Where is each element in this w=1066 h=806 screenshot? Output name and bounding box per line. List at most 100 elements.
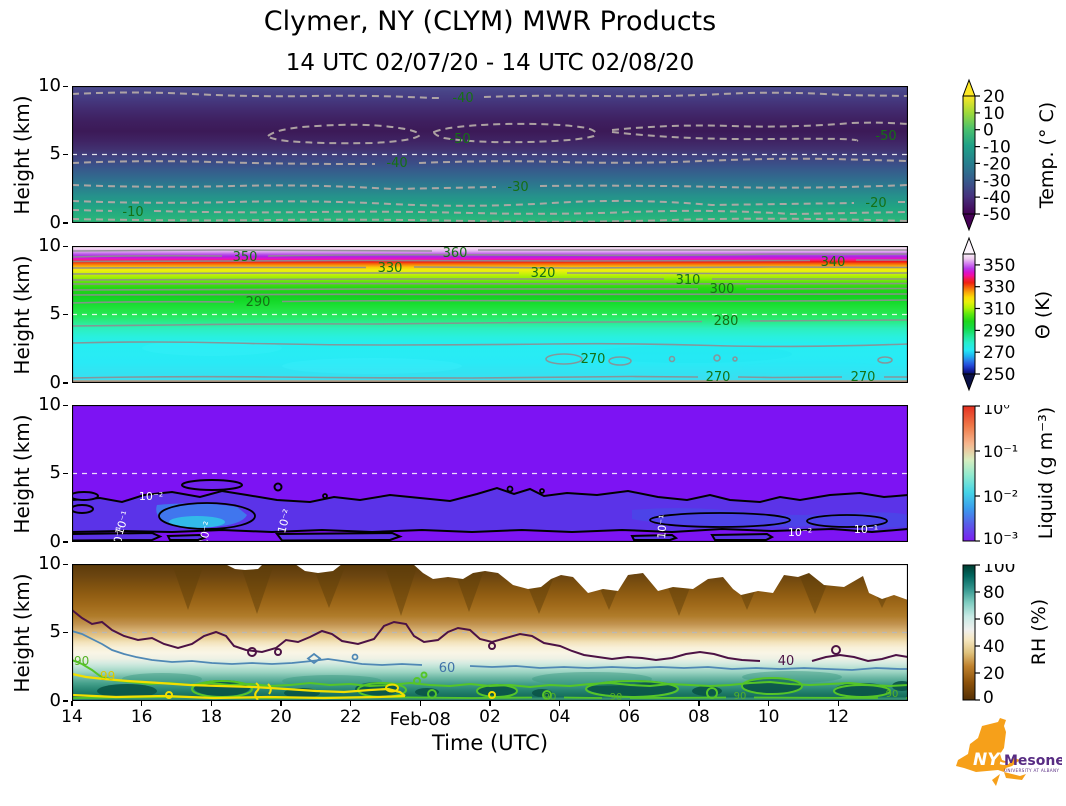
svg-text:90: 90 — [886, 689, 899, 700]
x-tick-label-date: Feb-08 — [389, 709, 451, 730]
rh-panel: 90 99 60 40 90 90 90 90 — [72, 564, 908, 701]
y-tick-mark — [63, 472, 68, 475]
x-tick-mark — [489, 701, 491, 706]
svg-text:10⁻¹: 10⁻¹ — [110, 525, 127, 542]
svg-text:90: 90 — [74, 654, 89, 668]
y-tick-label: 10 — [38, 553, 61, 574]
x-tick-mark — [698, 701, 700, 706]
svg-text:310: 310 — [676, 273, 701, 288]
colorbar-arrow-down — [962, 373, 976, 392]
svg-text:-10: -10 — [122, 205, 143, 220]
y-tick-mark — [63, 404, 68, 406]
logo-mesonet-text: Mesonet — [1004, 753, 1062, 769]
colorbar-ticks — [975, 564, 980, 701]
svg-text:-10: -10 — [983, 138, 1011, 158]
svg-text:280: 280 — [714, 314, 739, 329]
colorbar-tick-labels: 100 80 60 40 20 0 — [983, 564, 1015, 704]
y-tick-mark — [63, 541, 68, 543]
svg-text:40: 40 — [983, 637, 1005, 657]
svg-text:-50: -50 — [875, 129, 896, 144]
x-tick-label: 16 — [130, 707, 153, 727]
y-tick-label: 0 — [49, 690, 61, 711]
svg-text:100: 100 — [983, 564, 1015, 577]
svg-text:350: 350 — [983, 256, 1015, 276]
x-tick-label: 10 — [757, 707, 780, 727]
theta-panel: 350 360 330 340 320 310 300 290 280 270 … — [72, 246, 908, 383]
colorbar-arrow-down — [962, 213, 976, 232]
colorbar-bar — [962, 564, 976, 701]
colorbar-tick-labels: 10⁰ 10⁻¹ 10⁻² 10⁻³ — [983, 405, 1018, 545]
x-tick-label: 18 — [200, 707, 223, 727]
panel-border — [72, 246, 908, 383]
x-tick-label: 06 — [618, 707, 641, 727]
svg-text:310: 310 — [983, 300, 1015, 320]
y-tick-label: 5 — [49, 143, 61, 164]
x-tick-label: 22 — [339, 707, 362, 727]
temperature-colorbar: 20 10 0 -10 -20 -30 -40 -50 Temp. (° C) — [962, 78, 1058, 232]
svg-text:80: 80 — [983, 583, 1005, 603]
svg-text:-40: -40 — [452, 91, 473, 106]
panel-border — [72, 86, 908, 223]
liquid-panel: 10⁻² 10⁻¹ 10⁻¹ 10⁻² 10⁻² 10⁻¹ 10⁻² 10⁻¹ — [72, 405, 908, 542]
page-title: Clymer, NY (CLYM) MWR Products — [263, 6, 717, 37]
svg-text:10⁻²: 10⁻² — [788, 526, 812, 539]
svg-text:270: 270 — [581, 352, 606, 367]
svg-text:350: 350 — [233, 250, 258, 265]
y-tick-label: 10 — [38, 75, 61, 96]
temperature-panel: -40 -50 -50 -40 -30 -20 -10 — [72, 86, 908, 223]
surface-layer-band — [72, 380, 908, 383]
y-tick-mark — [63, 563, 68, 565]
svg-text:60: 60 — [983, 610, 1005, 630]
x-tick-label: 04 — [548, 707, 571, 727]
svg-text:10⁻²: 10⁻² — [983, 487, 1018, 506]
y-tick-label: 10 — [38, 235, 61, 256]
x-axis-label: Time (UTC) — [431, 731, 549, 755]
colorbar-ticks — [975, 264, 980, 375]
svg-text:10⁻²: 10⁻² — [139, 490, 163, 503]
svg-text:300: 300 — [710, 282, 735, 297]
svg-text:10⁻¹: 10⁻¹ — [854, 523, 878, 536]
y-tick-label: 0 — [49, 372, 61, 393]
svg-text:-50: -50 — [983, 205, 1011, 225]
y-tick-mark — [63, 313, 68, 316]
y-tick-mark — [63, 631, 68, 634]
svg-text:270: 270 — [983, 343, 1015, 363]
y-tick-label: 10 — [38, 394, 61, 415]
colorbar-arrow-up — [962, 236, 976, 255]
svg-text:320: 320 — [531, 266, 556, 281]
y-tick-label: 5 — [49, 621, 61, 642]
nys-mesonet-logo: NYS Mesonet UNIVERSITY AT ALBANY — [956, 718, 1062, 786]
colorbar-tick-labels: 20 10 0 -10 -20 -30 -40 -50 — [983, 87, 1011, 225]
colorbar-axis-label: Θ (K) — [1032, 291, 1054, 339]
svg-text:-20: -20 — [983, 154, 1011, 174]
svg-text:-40: -40 — [983, 188, 1011, 208]
rh-contour-labels: 90 99 60 40 90 90 90 90 — [74, 654, 898, 701]
x-tick-mark — [767, 701, 770, 706]
svg-text:-40: -40 — [386, 156, 407, 171]
x-tick-mark — [837, 701, 840, 706]
x-tick-mark — [558, 701, 561, 706]
svg-text:10⁻¹: 10⁻¹ — [655, 514, 670, 539]
svg-text:360: 360 — [443, 246, 468, 261]
x-tick-label: 08 — [688, 707, 710, 727]
svg-text:10: 10 — [983, 104, 1005, 124]
svg-text:0: 0 — [983, 121, 994, 141]
x-tick-mark — [419, 701, 422, 706]
svg-text:330: 330 — [983, 278, 1015, 298]
x-tick-mark — [71, 701, 73, 706]
svg-text:-20: -20 — [865, 196, 886, 211]
y-tick-label: 0 — [49, 212, 61, 233]
colorbar-bar — [962, 405, 976, 542]
svg-text:60: 60 — [439, 661, 456, 676]
svg-text:20: 20 — [983, 664, 1005, 684]
y-tick-label: 5 — [49, 462, 61, 483]
x-tick-label: 14 — [61, 707, 83, 727]
svg-text:10⁰: 10⁰ — [983, 405, 1010, 418]
colorbar-tick-labels: 350 330 310 290 270 250 — [983, 256, 1015, 385]
colorbar-axis-label: RH (%) — [1028, 599, 1050, 665]
y-tick-mark — [63, 153, 68, 156]
svg-text:90: 90 — [610, 692, 623, 701]
rh-colorbar: 100 80 60 40 20 0 RH (%) — [962, 564, 1050, 704]
svg-text:40: 40 — [778, 654, 795, 669]
